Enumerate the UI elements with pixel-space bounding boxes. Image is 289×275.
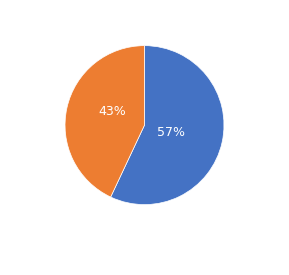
Wedge shape [65,46,144,197]
Wedge shape [111,46,224,205]
Text: 43%: 43% [98,104,126,118]
Text: 57%: 57% [157,126,185,139]
